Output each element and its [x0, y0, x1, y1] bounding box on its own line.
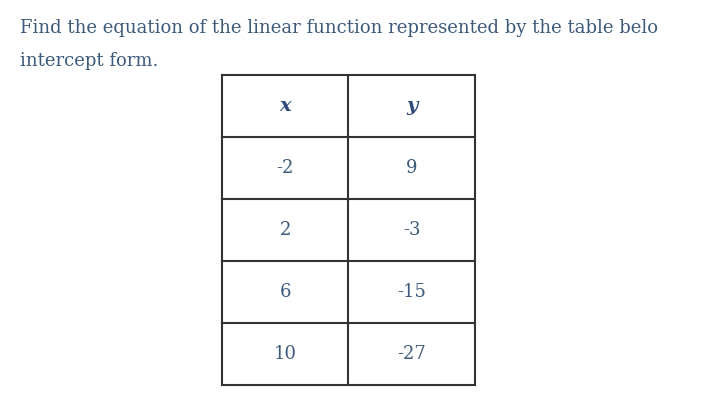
- Text: intercept form.: intercept form.: [20, 52, 158, 70]
- Text: -3: -3: [403, 221, 420, 239]
- Text: x: x: [279, 97, 291, 115]
- Text: 6: 6: [279, 283, 291, 301]
- Text: -15: -15: [397, 283, 427, 301]
- Text: 10: 10: [274, 344, 296, 363]
- Text: 9: 9: [406, 159, 417, 177]
- Text: 2: 2: [279, 221, 291, 239]
- Text: Find the equation of the linear function represented by the table belo: Find the equation of the linear function…: [20, 19, 658, 37]
- Text: y: y: [406, 97, 417, 115]
- Text: -2: -2: [277, 159, 294, 177]
- Text: -27: -27: [398, 344, 426, 363]
